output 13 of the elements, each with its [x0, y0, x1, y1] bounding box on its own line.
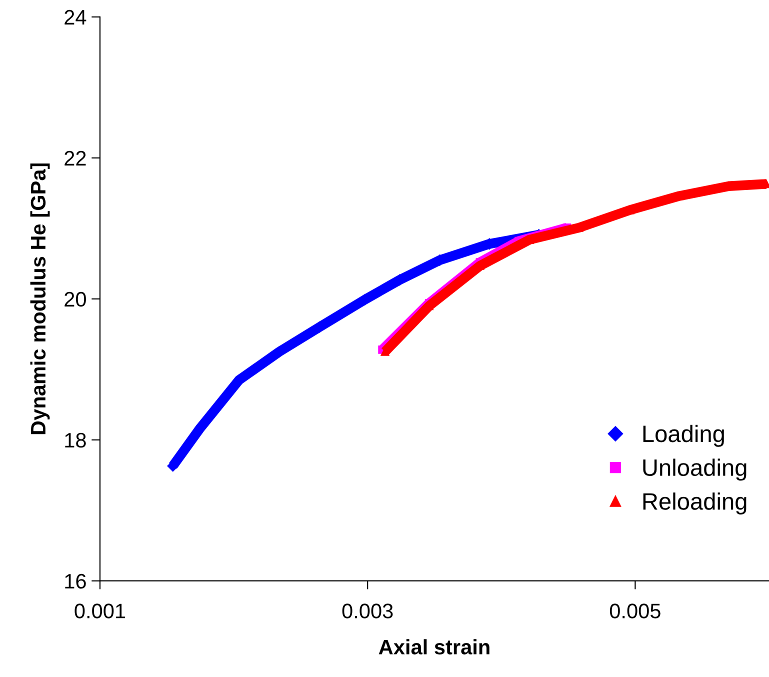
x-tick-label: 0.005: [610, 604, 660, 618]
y-tick-label: 16: [65, 574, 86, 589]
legend-label: Unloading: [643, 458, 746, 481]
legend-label: Loading: [643, 424, 724, 447]
x-axis-title: Axial strain: [378, 639, 490, 654]
y-tick-label: 24: [64, 10, 86, 24]
legend-label: Reloading: [643, 492, 746, 514]
y-tick-label: 22: [64, 150, 86, 166]
y-tick-label: 18: [65, 432, 86, 448]
y-axis-title: Dynamic modulus He [GPa]: [30, 163, 50, 434]
y-tick-label: 20: [64, 292, 86, 307]
x-tick-label: 0.001: [74, 604, 126, 618]
x-tick-label: 0.003: [342, 604, 393, 618]
